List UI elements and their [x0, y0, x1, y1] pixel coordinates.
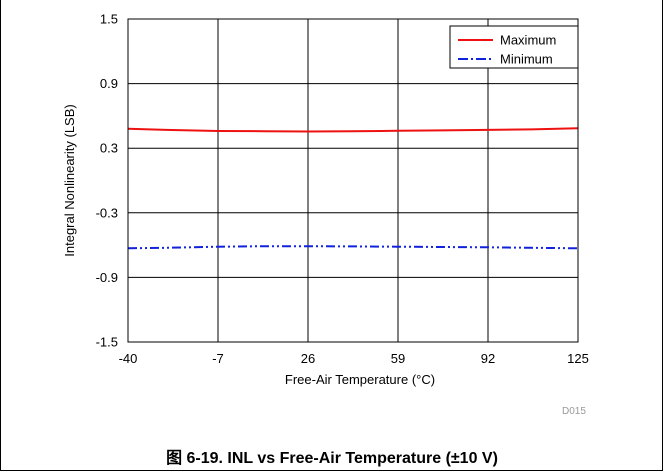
x-tick-labels: -40 -7 26 59 92 125: [119, 351, 589, 366]
x-tick-label: -7: [212, 351, 224, 366]
series-line-minimum: [127, 245, 579, 250]
y-tick-label: 0.3: [100, 141, 118, 156]
x-axis-title: Free-Air Temperature (°C): [285, 372, 435, 387]
y-tick-label: 1.5: [100, 12, 118, 27]
y-tick-label: 0.9: [100, 76, 118, 91]
legend-label-minimum: Minimum: [500, 52, 553, 67]
series-lines: [127, 127, 579, 250]
x-tick-label: 125: [567, 351, 589, 366]
y-tick-label: -1.5: [96, 335, 118, 350]
figure-id: D015: [562, 406, 586, 417]
y-tick-label: -0.3: [96, 205, 118, 220]
series-line-maximum: [127, 127, 579, 133]
x-tick-label: -40: [119, 351, 138, 366]
inl-temperature-chart: -40 -7 26 59 92 125 1.5 0.9 0.3 -0.3 -0.9 -1.5 Fre…: [62, 12, 589, 418]
legend-box: [449, 25, 579, 69]
y-tick-label: -0.9: [96, 270, 118, 285]
y-tick-labels: 1.5 0.9 0.3 -0.3 -0.9 -1.5: [96, 12, 118, 350]
plot-area-frame: [127, 18, 579, 343]
legend-label-maximum: Maximum: [500, 33, 556, 48]
x-tick-label: 92: [481, 351, 495, 366]
grid-lines: [128, 19, 578, 342]
figure-caption: 图 6-19. INL vs Free-Air Temperature (±10…: [166, 450, 498, 467]
x-tick-label: 59: [391, 351, 405, 366]
x-tick-label: 26: [301, 351, 315, 366]
legend: Maximum Minimum: [449, 25, 579, 69]
y-axis-title: Integral Nonlinearity (LSB): [62, 104, 77, 256]
